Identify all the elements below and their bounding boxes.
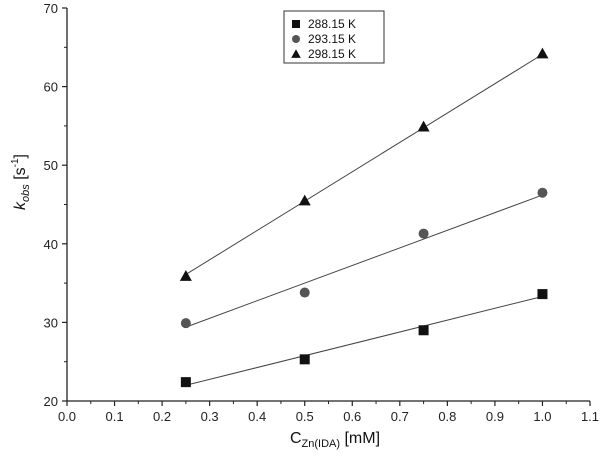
data-point-square	[299, 354, 310, 365]
axes	[66, 8, 590, 402]
legend-label: 293.15 K	[308, 32, 356, 46]
x-axis-title-subscript: Zn(IDA)	[302, 438, 341, 450]
data-point-square	[537, 289, 548, 300]
y-tick-label: 30	[44, 315, 58, 330]
data-point-circle	[418, 228, 429, 239]
x-tick-label: 0.8	[438, 409, 456, 424]
data-markers	[179, 47, 549, 388]
x-tick-label: 0.7	[391, 409, 409, 424]
data-point-triangle	[179, 270, 192, 281]
fit-line-circle	[185, 194, 543, 328]
legend-marker-triangle	[291, 49, 301, 58]
y-axis-title-unit-close: ]	[12, 154, 29, 158]
y-axis-title-main: k	[12, 201, 29, 210]
x-tick-label: 0.1	[106, 409, 124, 424]
legend-marker-circle	[292, 35, 300, 43]
y-tick-label: 20	[44, 394, 58, 409]
y-tick-label: 50	[44, 158, 58, 173]
x-axis-title-main: C	[290, 430, 302, 447]
y-axis-title: kobs [s-1]	[10, 154, 32, 210]
legend-marker-square	[292, 20, 300, 28]
y-axis-title-unit-open: [s	[12, 167, 29, 184]
y-axis-title-subscript: obs	[20, 184, 32, 202]
data-point-circle	[180, 318, 191, 329]
y-tick-label: 40	[44, 237, 58, 252]
x-tick-label: 0.6	[343, 409, 361, 424]
y-axis-ticks: 20 30 40 50 60 70	[44, 1, 67, 409]
y-axis-title-superscript: -1	[10, 158, 21, 167]
x-tick-label: 0.2	[153, 409, 171, 424]
fit-line-triangle	[185, 53, 543, 275]
data-point-triangle	[417, 120, 430, 132]
x-axis-ticks: 0.0 0.1 0.2 0.3 0.4 0.5 0.6 0.7 0.8 0.9 1.0 1.1	[58, 401, 599, 424]
x-tick-label: 0.0	[58, 409, 76, 424]
data-point-triangle	[298, 194, 311, 206]
x-axis-title: CZn(IDA) [mM]	[290, 430, 380, 450]
legend-box	[283, 10, 385, 64]
x-tick-label: 0.5	[296, 409, 314, 424]
x-tick-label: 0.9	[486, 409, 504, 424]
x-tick-label: 1.0	[533, 409, 551, 424]
data-point-circle	[299, 287, 310, 298]
data-point-square	[180, 377, 191, 388]
legend-label: 288.15 K	[308, 17, 356, 31]
y-tick-label: 60	[44, 80, 58, 95]
x-axis-title-unit: [mM]	[340, 430, 380, 447]
fit-lines	[185, 53, 543, 386]
y-tick-label: 70	[44, 1, 58, 16]
data-point-square	[418, 325, 429, 336]
x-tick-label: 0.4	[248, 409, 266, 424]
x-tick-label: 0.3	[201, 409, 219, 424]
data-point-triangle	[536, 47, 549, 59]
x-tick-label: 1.1	[581, 409, 599, 424]
data-point-circle	[537, 187, 548, 198]
legend-label: 298.15 K	[308, 47, 356, 61]
fit-line-square	[185, 295, 543, 386]
